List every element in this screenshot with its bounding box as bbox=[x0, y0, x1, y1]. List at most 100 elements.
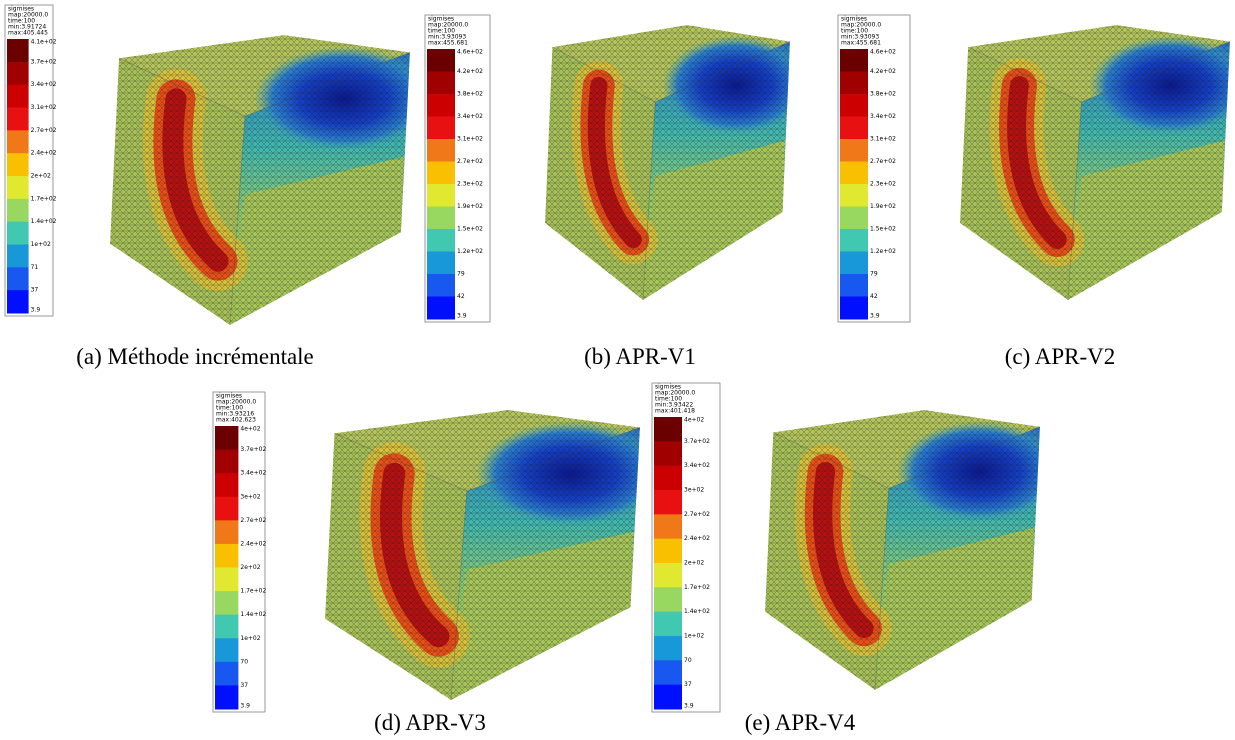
mesh-overlay bbox=[325, 410, 640, 700]
legend-label: 2.3e+02 bbox=[457, 181, 483, 188]
legend-header: map:20000.0 bbox=[655, 390, 695, 397]
cube-edge bbox=[642, 101, 656, 301]
color-swatch bbox=[654, 538, 682, 564]
panel: sigmisesmap:20000.0time:100min:3.93093ma… bbox=[424, 14, 791, 369]
color-swatch bbox=[427, 251, 455, 275]
legend-header: map:20000.0 bbox=[8, 12, 48, 19]
panel: sigmisesmap:20000.0time:100min:3.93422ma… bbox=[651, 382, 1041, 735]
cube-render bbox=[765, 410, 1041, 691]
legend-label: 3.9 bbox=[240, 703, 250, 710]
color-swatch bbox=[7, 176, 29, 200]
legend-label: 3e+02 bbox=[240, 493, 260, 500]
color-swatch bbox=[215, 496, 239, 521]
legend-label: 2e+02 bbox=[31, 173, 51, 180]
legend-label: 79 bbox=[457, 271, 465, 278]
mesh-overlay bbox=[765, 410, 1040, 690]
color-swatch bbox=[840, 94, 868, 117]
color-swatch bbox=[215, 614, 239, 639]
legend-header: max:455.681 bbox=[428, 40, 468, 47]
legend-label: 4.1e+02 bbox=[31, 39, 57, 46]
legend-header: sigmises bbox=[8, 6, 34, 13]
color-swatch bbox=[7, 290, 29, 314]
legend-label: 1e+02 bbox=[31, 241, 51, 248]
legend-label: 42 bbox=[457, 293, 465, 300]
legend-label: 4e+02 bbox=[684, 417, 704, 424]
legend-label: 4.6e+02 bbox=[457, 49, 483, 56]
legend-label: 70 bbox=[684, 657, 692, 664]
color-swatch bbox=[840, 49, 868, 72]
legend-label: 2.3e+02 bbox=[870, 181, 896, 188]
legend-label: 3.4e+02 bbox=[31, 81, 57, 88]
legend-header: time:100 bbox=[655, 396, 682, 403]
legend-header: sigmises bbox=[428, 16, 454, 23]
legend-label: 3.7e+02 bbox=[31, 58, 57, 65]
legend-header: sigmises bbox=[841, 16, 867, 23]
cube-render bbox=[545, 25, 791, 301]
legend-label: 3.9 bbox=[457, 313, 467, 320]
legend-label: 1.5e+02 bbox=[457, 226, 483, 233]
color-swatch bbox=[215, 685, 239, 710]
legend-header: time:100 bbox=[428, 28, 455, 35]
color-swatch bbox=[7, 130, 29, 154]
color-swatch bbox=[7, 61, 29, 86]
legend-label: 37 bbox=[31, 287, 39, 294]
color-swatch bbox=[840, 139, 868, 162]
legend-label: 2e+02 bbox=[684, 560, 704, 567]
mesh-overlay bbox=[110, 35, 410, 325]
color-swatch bbox=[840, 116, 868, 140]
color-swatch bbox=[654, 563, 682, 588]
cube-faces bbox=[960, 25, 1230, 300]
legend-label: 1.5e+02 bbox=[870, 226, 896, 233]
color-swatch bbox=[654, 587, 682, 613]
legend-header: max:401.418 bbox=[655, 408, 695, 415]
legend-label: 2.7e+02 bbox=[457, 158, 483, 165]
color-swatch bbox=[215, 638, 239, 663]
legend-label: 2.4e+02 bbox=[684, 535, 710, 542]
cube-faces bbox=[325, 410, 640, 700]
color-swatch bbox=[215, 520, 239, 545]
legend-header: min:3.91724 bbox=[8, 24, 46, 31]
color-legend: sigmisesmap:20000.0time:100min:3.93216ma… bbox=[212, 391, 266, 713]
legend-label: 3.1e+02 bbox=[31, 104, 57, 111]
legend-label: 3.9 bbox=[870, 313, 880, 320]
legend-label: 4.6e+02 bbox=[870, 49, 896, 56]
cube-faces bbox=[110, 35, 410, 325]
cube-edge bbox=[450, 491, 468, 701]
legend-label: 1.7e+02 bbox=[684, 584, 710, 591]
legend-label: 3.4e+02 bbox=[870, 113, 896, 120]
color-swatch bbox=[840, 206, 868, 230]
color-legend: sigmisesmap:20000.0time:100min:3.91724ma… bbox=[4, 4, 57, 317]
color-swatch bbox=[654, 611, 682, 637]
mesh-overlay bbox=[545, 25, 790, 300]
caption: (a) Méthode incrémentale bbox=[76, 344, 314, 369]
legend-label: 71 bbox=[31, 264, 39, 271]
legend-label: 3.1e+02 bbox=[457, 136, 483, 143]
legend-label: 3.7e+02 bbox=[684, 438, 710, 445]
color-swatch bbox=[840, 296, 868, 320]
cube-edge bbox=[874, 488, 890, 691]
color-swatch bbox=[654, 684, 682, 710]
color-swatch bbox=[7, 84, 29, 108]
legend-label: 3.4e+02 bbox=[457, 113, 483, 120]
color-swatch bbox=[7, 267, 29, 291]
color-swatch bbox=[427, 206, 455, 230]
legend-label: 1.9e+02 bbox=[457, 203, 483, 210]
cube-render bbox=[110, 35, 411, 326]
color-swatch bbox=[840, 71, 868, 95]
legend-label: 42 bbox=[870, 293, 878, 300]
legend-label: 3.1e+02 bbox=[870, 136, 896, 143]
legend-header: min:3.93216 bbox=[216, 411, 254, 418]
color-legend: sigmisesmap:20000.0time:100min:3.93093ma… bbox=[837, 14, 911, 323]
legend-header: max:455.681 bbox=[841, 40, 881, 47]
color-swatch bbox=[654, 636, 682, 661]
color-swatch bbox=[427, 229, 455, 252]
cube-edge bbox=[1067, 101, 1082, 301]
cube-edge bbox=[229, 116, 246, 326]
color-swatch bbox=[840, 161, 868, 185]
legend-label: 2.7e+02 bbox=[870, 158, 896, 165]
cube-faces bbox=[765, 410, 1040, 690]
legend-label: 3e+02 bbox=[684, 487, 704, 494]
legend-header: map:20000.0 bbox=[841, 22, 881, 29]
cube-faces bbox=[545, 25, 790, 300]
